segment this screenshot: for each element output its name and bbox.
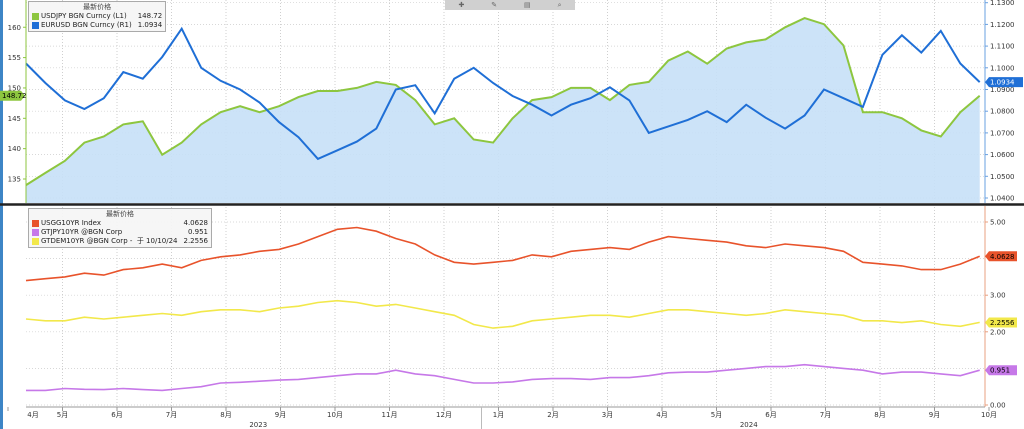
gtjpy10yr-last-tag: 0.951 <box>990 367 1010 375</box>
right-tick-label: 1.0600 <box>990 151 1015 159</box>
right-tick-label: 1.1100 <box>990 43 1015 51</box>
right-tick-label: 1.0800 <box>990 108 1015 116</box>
left-tick-label: 155 <box>8 54 21 62</box>
x-tick-label: 6月 <box>765 411 776 419</box>
x-tick-label: 8月 <box>220 411 231 419</box>
legend-axis: R1 <box>119 21 129 29</box>
x-tick-label: 4月 <box>27 411 38 419</box>
left-tick-label: 145 <box>8 115 21 123</box>
legend-label: EURUSD BGN Curncy <box>41 21 115 29</box>
usdjpy-line <box>25 17 981 186</box>
x-tick-label: 2月 <box>547 411 558 419</box>
x-tick-label: 10月 <box>327 411 343 419</box>
usgg10yr-last-tag: 4.0628 <box>990 253 1015 261</box>
x-tick-label: 4月 <box>656 411 667 419</box>
swatch <box>32 13 39 20</box>
x-tick-label: 5月 <box>711 411 722 419</box>
usdjpy-last-tag: 148.72 <box>2 92 27 100</box>
x-tick-label: 10月 <box>981 411 997 419</box>
usdjpy-last-tag-bg <box>0 90 25 101</box>
legend-item-usdjpy: USDJPY BGN Curncy (L1) 148.72 <box>32 12 162 21</box>
x-tick-label: 9月 <box>929 411 940 419</box>
usgg10yr-last-tag-bg <box>985 251 1017 262</box>
legend-axis: L1 <box>115 12 124 20</box>
legend-label: GTDEM10YR @BGN Corp - 于 10/10/24 <box>41 237 178 245</box>
usdjpy-area <box>25 18 980 203</box>
x-tick-label: 7月 <box>820 411 831 419</box>
gtdem10yr-line <box>25 299 980 329</box>
right-tick-label: 1.1200 <box>990 21 1015 29</box>
left-tick-label: 160 <box>8 24 21 32</box>
x-tick-label: 1月 <box>493 411 504 419</box>
gtjpy10yr-last-tag-bg <box>985 365 1017 376</box>
x-tick-label: 9月 <box>275 411 286 419</box>
right-tick-label: 1.0700 <box>990 129 1015 137</box>
legend-value: 4.0628 <box>183 219 209 227</box>
legend-label: GTJPY10YR @BGN Corp <box>41 228 123 236</box>
usgg10yr-line <box>25 226 980 282</box>
legend-item-gtdem10yr: GTDEM10YR @BGN Corp - 于 10/10/24 2.2556 <box>32 237 208 246</box>
window-edge <box>0 0 3 429</box>
x-tick-label: 8月 <box>874 411 885 419</box>
right-tick-label: 5.00 <box>990 219 1006 227</box>
right-tick-label: 1.1300 <box>990 0 1015 7</box>
eurusd-last-tag-bg <box>985 77 1023 88</box>
swatch <box>32 22 39 29</box>
legend-value: 0.951 <box>187 228 208 236</box>
x-tick-label: 3月 <box>602 411 613 419</box>
legend-value: 2.2556 <box>183 237 209 245</box>
legend-value: 148.72 <box>137 12 163 20</box>
year-label: 2024 <box>740 421 758 429</box>
right-tick-label: 3.00 <box>990 292 1006 300</box>
swatch <box>32 220 39 227</box>
chart-toolbar[interactable]: ✚ ✎ ▤ ⌕ <box>445 0 575 10</box>
right-tick-label: 1.0400 <box>990 195 1015 203</box>
zoom-icon[interactable]: ⌕ <box>557 0 562 9</box>
right-tick-label: 1.0900 <box>990 86 1015 94</box>
x-tick-label: 6月 <box>111 411 122 419</box>
x-tick-label: 5月 <box>57 411 68 419</box>
right-tick-label: 1.0500 <box>990 173 1015 181</box>
gtjpy10yr-line <box>26 363 980 392</box>
pencil-icon[interactable]: ✎ <box>491 1 498 9</box>
year-label: 2023 <box>249 421 267 429</box>
right-tick-label: 1.1000 <box>990 64 1015 72</box>
right-tick-label: 2.00 <box>990 328 1006 336</box>
x-tick-label: 7月 <box>166 411 177 419</box>
left-tick-label: 135 <box>8 176 21 184</box>
legend-item-usgg10yr: USGG10YR Index 4.0628 <box>32 219 208 228</box>
top-legend: 最新价格 USDJPY BGN Curncy (L1) 148.72 EURUSD… <box>28 1 167 32</box>
x-tick-label: 12月 <box>436 411 452 419</box>
eurusd-last-tag: 1.0934 <box>990 79 1015 87</box>
legend-title: 最新价格 <box>106 210 134 218</box>
gtdem10yr-last-tag: 2.2556 <box>990 319 1015 327</box>
legend-value: 1.0934 <box>137 21 163 29</box>
right-tick-label: 0.00 <box>990 402 1006 410</box>
legend-title: 最新价格 <box>83 3 112 11</box>
eurusd-line <box>25 26 981 161</box>
swatch <box>32 238 39 245</box>
legend-label: USGG10YR Index <box>41 219 101 227</box>
legend-item-eurusd: EURUSD BGN Curncy (R1) 1.0934 <box>32 21 162 30</box>
page-icon[interactable]: ▤ <box>524 1 531 9</box>
move-icon[interactable]: ✚ <box>458 1 465 9</box>
legend-item-gtjpy10yr: GTJPY10YR @BGN Corp 0.951 <box>32 228 208 237</box>
left-tick-label: 150 <box>8 84 21 92</box>
x-tick-label: 11月 <box>382 411 398 419</box>
gtdem10yr-last-tag-bg <box>985 317 1017 328</box>
bottom-legend: 最新价格 USGG10YR Index 4.0628 GTJPY10YR @BGN… <box>28 208 212 248</box>
left-tick-label: 140 <box>8 145 21 153</box>
swatch <box>32 229 39 236</box>
legend-label: USDJPY BGN Curncy <box>41 12 111 20</box>
